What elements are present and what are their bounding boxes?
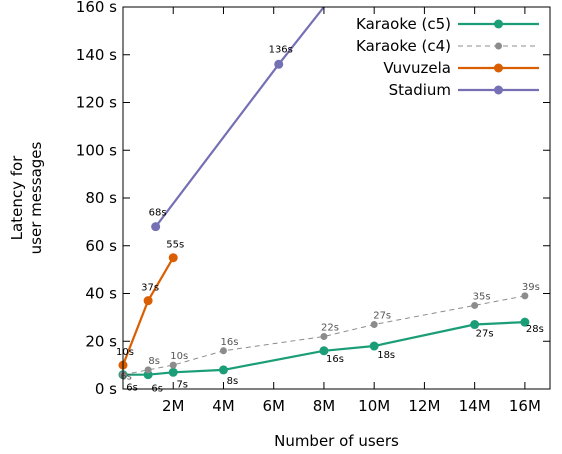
data-label: 10s [116, 347, 134, 358]
data-label: 10s [170, 351, 188, 362]
data-label: 8s [148, 356, 160, 367]
data-point [369, 341, 379, 351]
data-label: 136s [269, 44, 293, 55]
data-label: 68s [149, 208, 167, 219]
data-label: 35s [473, 291, 491, 302]
data-point [471, 301, 479, 309]
x-tick-label: 12M [408, 397, 440, 415]
data-label: 22s [321, 322, 339, 333]
series-line-1 [123, 295, 525, 376]
data-point [320, 332, 328, 340]
x-tick-label: 8M [313, 397, 336, 415]
y-tick-label: 40 s [85, 285, 117, 303]
data-point [521, 292, 529, 300]
legend-marker [494, 85, 503, 95]
data-label: 27s [476, 329, 494, 340]
data-point [274, 59, 284, 69]
x-tick-label: 10M [358, 397, 390, 415]
y-axis-label-line1: Latency for [8, 155, 26, 241]
legend-label: Stadium [389, 81, 451, 99]
data-label: 28s [526, 324, 544, 335]
data-label: 55s [166, 240, 184, 251]
data-label: 6s [120, 372, 132, 383]
legend-label: Karaoke (c5) [356, 15, 451, 33]
x-tick-label: 16M [509, 397, 541, 415]
data-point [144, 366, 152, 374]
data-label: 37s [141, 283, 159, 294]
data-point [370, 321, 378, 329]
data-point [168, 367, 178, 377]
y-tick-label: 0 s [95, 380, 117, 398]
x-tick-label: 6M [262, 397, 285, 415]
data-point [218, 365, 228, 375]
y-tick-label: 120 s [76, 94, 117, 112]
y-tick-label: 100 s [76, 141, 117, 159]
series-line-3 [154, 7, 325, 228]
x-tick-label: 14M [459, 397, 491, 415]
legend-marker [494, 63, 503, 73]
legend: Karaoke (c5) Karaoke (c4) Vuvuzela Stadium [356, 15, 539, 99]
legend-marker [494, 19, 503, 29]
legend-marker [495, 42, 502, 50]
y-tick-label: 160 s [76, 0, 117, 16]
data-label: 39s [522, 282, 540, 293]
data-point [143, 296, 153, 306]
data-label: 8s [227, 376, 239, 387]
data-label: 6s [126, 383, 138, 394]
data-label: 18s [377, 350, 395, 361]
axes: Number of users Latency for user message… [8, 0, 551, 450]
data-label: 27s [373, 311, 391, 322]
data-point [319, 346, 329, 356]
legend-label: Karaoke (c4) [356, 37, 451, 55]
data-point [169, 361, 177, 369]
y-tick-label: 80 s [85, 189, 117, 207]
y-axis-label-line2: user messages [27, 141, 45, 254]
data-point [219, 347, 227, 355]
x-tick-label: 2M [162, 397, 185, 415]
series-points [118, 59, 530, 380]
legend-label: Vuvuzela [383, 59, 451, 77]
data-point [470, 320, 480, 330]
data-point [168, 253, 178, 263]
data-label: 7s [176, 379, 188, 390]
data-label: 16s [326, 354, 344, 365]
data-point [520, 317, 530, 327]
data-point [151, 222, 161, 232]
data-label: 16s [221, 337, 239, 348]
y-tick-label: 20 s [85, 332, 117, 350]
series-lines [123, 7, 525, 376]
x-axis-label: Number of users [274, 432, 399, 450]
y-tick-label: 140 s [76, 46, 117, 64]
x-tick-label: 4M [212, 397, 235, 415]
y-tick-label: 60 s [85, 237, 117, 255]
